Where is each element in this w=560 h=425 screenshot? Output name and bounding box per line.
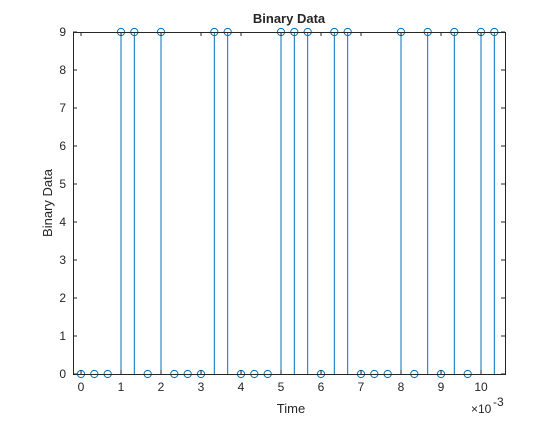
x-tick-label: 0 [78,380,85,394]
x-tick-label: 6 [318,380,325,394]
y-tick-label: 2 [59,291,66,305]
x-tick-label: 8 [398,380,405,394]
y-tick-label: 5 [59,177,66,191]
y-tick-label: 8 [59,63,66,77]
x-tick-label: 1 [118,380,125,394]
x-ticks: 0 1 2 3 4 5 6 7 8 9 10 [78,32,488,394]
x-tick-label: 10 [474,380,488,394]
x-tick-label: 9 [438,380,445,394]
y-tick-label: 7 [59,101,66,115]
x-tick-label: 5 [278,380,285,394]
y-tick-label: 3 [59,253,66,267]
x-tick-label: 2 [158,380,165,394]
x-tick-label: 7 [358,380,365,394]
y-tick-label: 0 [59,367,66,381]
x-exponent-label: ×10 [471,402,492,416]
y-tick-label: 4 [59,215,66,229]
x-tick-label: 4 [238,380,245,394]
x-exponent-power: -3 [493,395,504,409]
x-axis-label: Time [277,401,305,416]
x-tick-label: 3 [198,380,205,394]
y-ticks: 0 1 2 3 4 5 6 7 8 9 [59,25,505,381]
chart-title: Binary Data [253,11,326,26]
y-tick-label: 1 [59,329,66,343]
y-tick-label: 9 [59,25,66,39]
y-axis-label: Binary Data [40,168,55,237]
y-tick-label: 6 [59,139,66,153]
plot-area [73,32,505,374]
axes-box [73,32,506,375]
